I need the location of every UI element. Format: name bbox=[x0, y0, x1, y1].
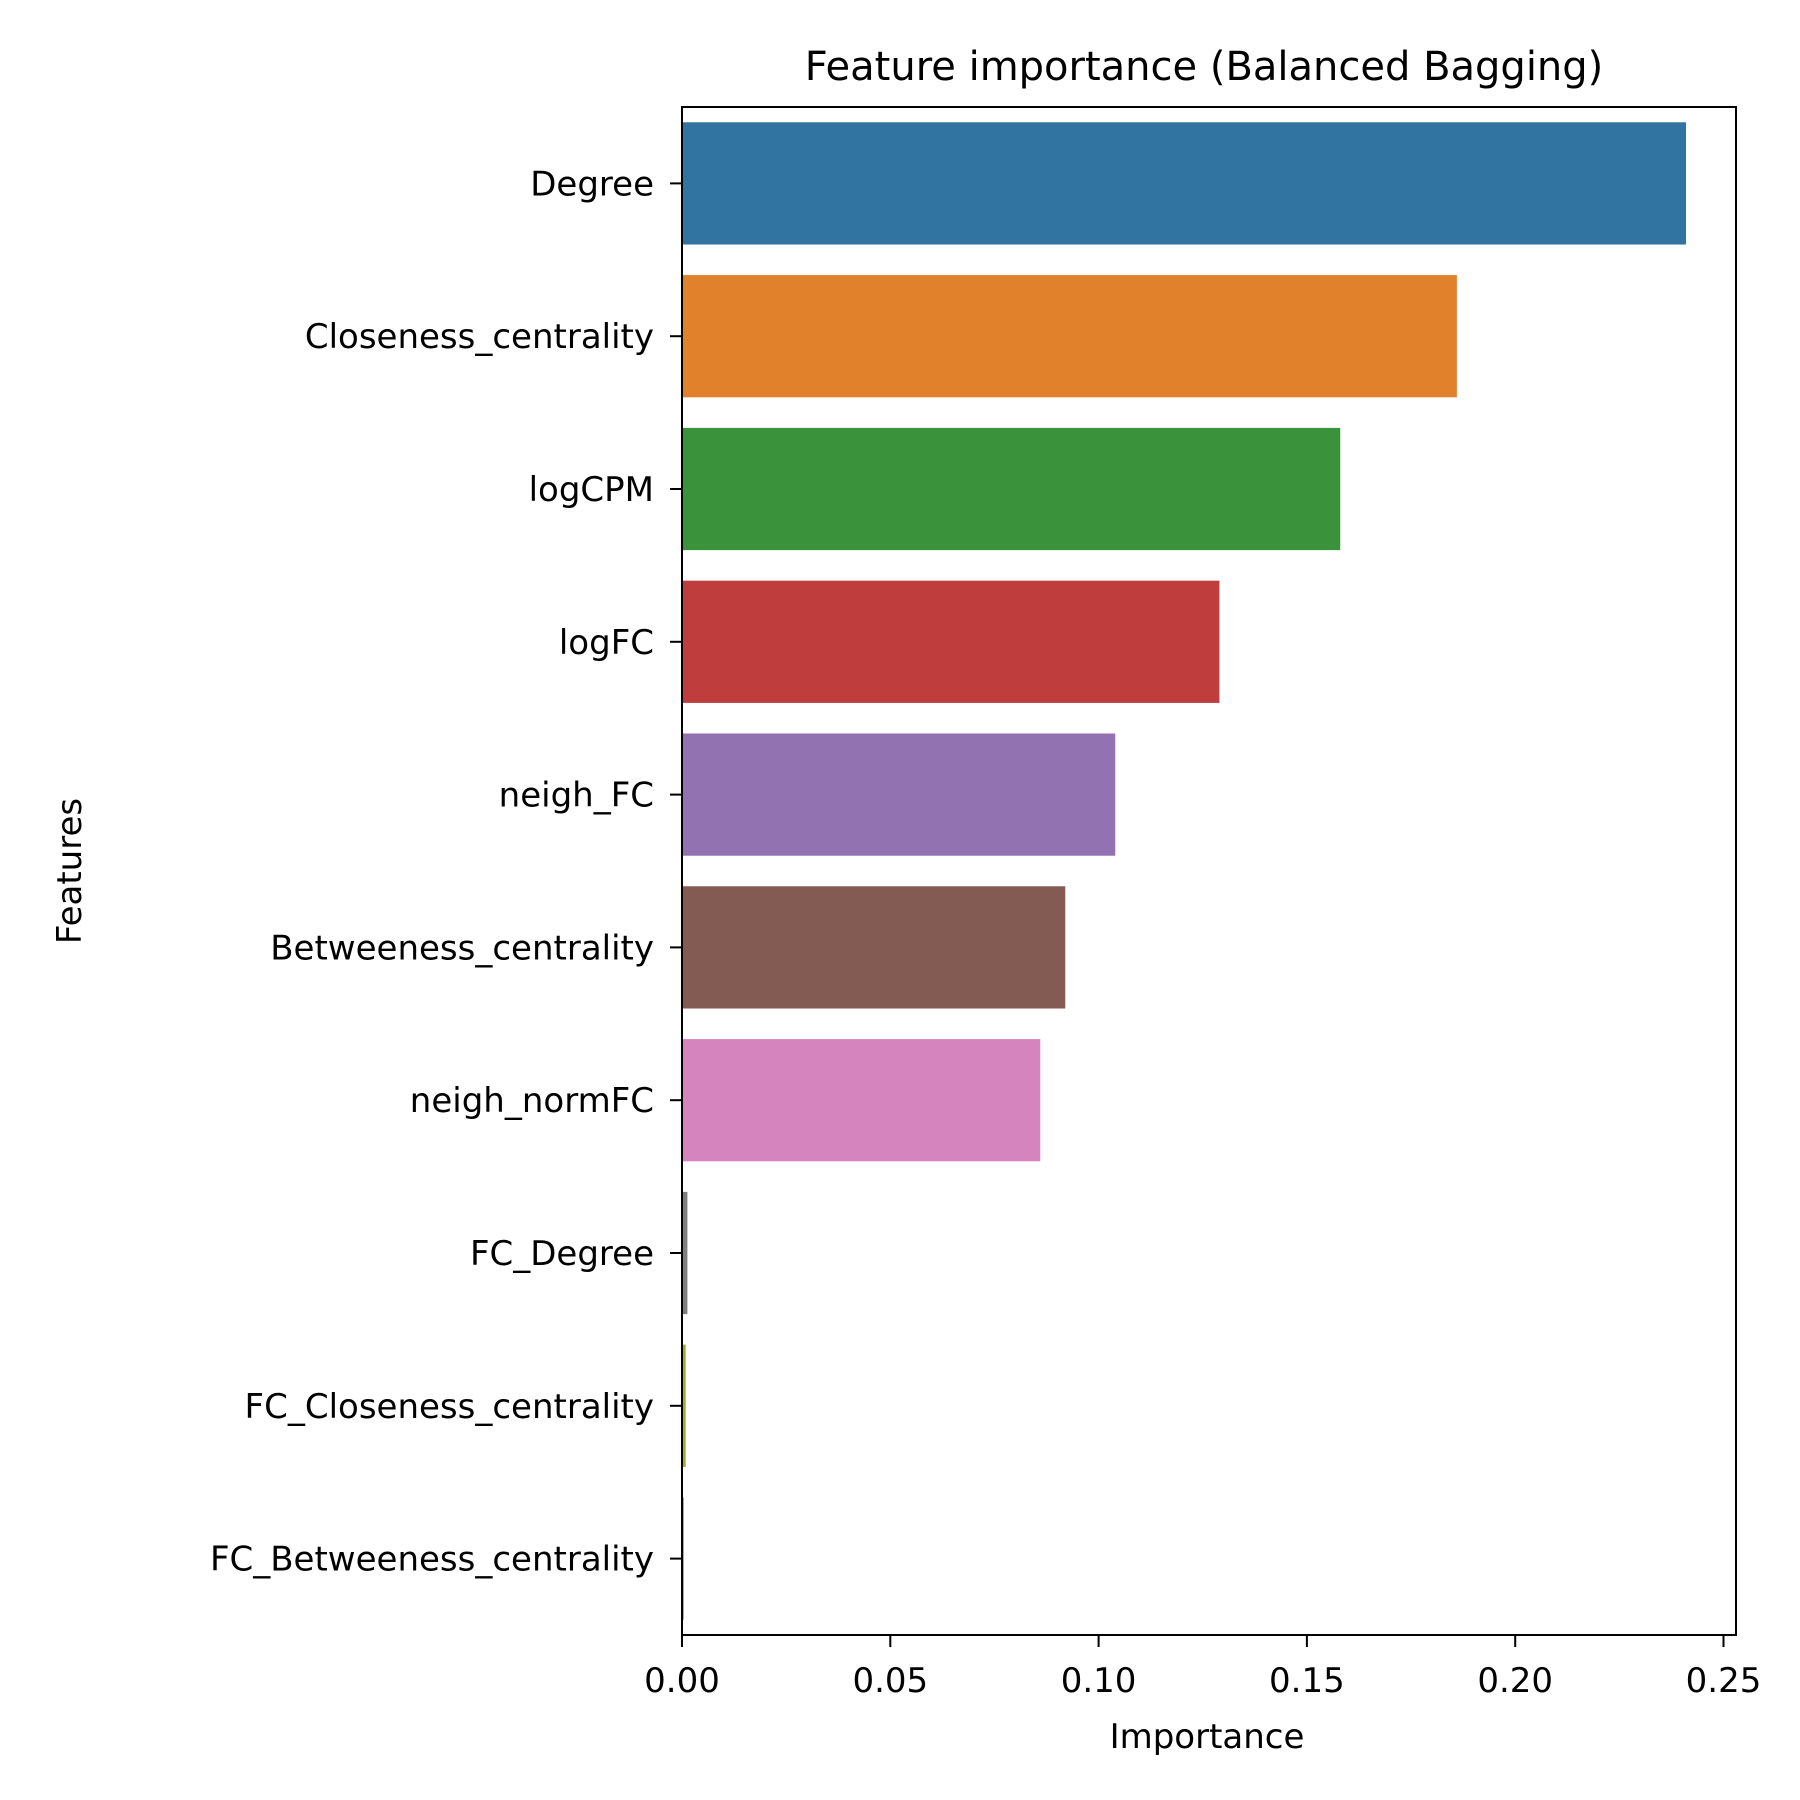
x-tick-label: 0.05 bbox=[852, 1661, 928, 1701]
y-tick-label: logFC bbox=[559, 623, 654, 663]
y-tick-label: neigh_normFC bbox=[410, 1081, 654, 1121]
y-tick-label: FC_Degree bbox=[470, 1234, 654, 1274]
y-tick-label: Betweeness_centrality bbox=[270, 928, 654, 968]
x-tick-label: 0.25 bbox=[1686, 1661, 1762, 1701]
plot-frame bbox=[681, 106, 1737, 1636]
bar-logFC bbox=[682, 580, 1220, 703]
y-axis-label: Features bbox=[50, 798, 90, 944]
x-tick-label: 0.10 bbox=[1061, 1661, 1137, 1701]
y-axis-ticks: Degree Closeness_centrality logCPM logFC nei… bbox=[210, 164, 682, 1580]
bar-FC_Closeness_centrality bbox=[682, 1344, 686, 1467]
x-tick-label: 0.20 bbox=[1477, 1661, 1553, 1701]
y-tick-label: Closeness_centrality bbox=[305, 317, 654, 357]
bar-logCPM bbox=[682, 427, 1341, 551]
x-axis-label: Importance bbox=[1110, 1717, 1305, 1757]
bar-Degree bbox=[682, 122, 1687, 245]
bar-Closeness_centrality bbox=[682, 275, 1457, 398]
y-tick-label: neigh_FC bbox=[499, 776, 654, 816]
x-tick-label: 0.00 bbox=[644, 1661, 720, 1701]
bars-group bbox=[682, 122, 1687, 1620]
bar-Betweeness_centrality bbox=[682, 886, 1066, 1009]
x-axis-ticks: 0.00 0.05 0.10 0.15 0.20 0.25 bbox=[644, 1635, 1761, 1701]
x-tick-label: 0.15 bbox=[1269, 1661, 1345, 1701]
y-tick-label: FC_Betweeness_centrality bbox=[210, 1540, 654, 1580]
bar-neigh_normFC bbox=[682, 1039, 1041, 1162]
y-tick-label: logCPM bbox=[529, 470, 654, 510]
y-tick-label: FC_Closeness_centrality bbox=[245, 1387, 654, 1427]
bar-FC_Degree bbox=[682, 1191, 688, 1315]
chart-title: Feature importance (Balanced Bagging) bbox=[805, 44, 1604, 90]
bar-neigh_FC bbox=[682, 733, 1116, 856]
y-tick-label: Degree bbox=[530, 164, 654, 204]
